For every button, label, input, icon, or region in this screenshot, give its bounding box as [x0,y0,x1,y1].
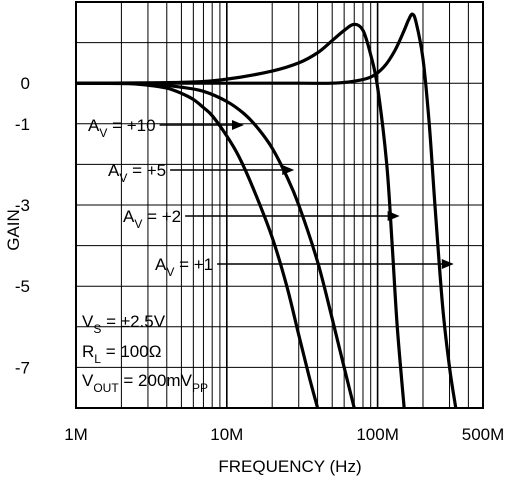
plot-frame [75,1,484,409]
y-axis-label: GAIN [4,209,23,251]
annotation-label: AV = +5 [108,161,166,185]
y-tick-label: -1 [15,115,30,134]
y-tick-label: 0 [21,74,30,93]
series-line-2 [75,81,356,409]
y-tick-label: -3 [15,196,30,215]
plot-border [75,1,484,409]
series-line-4 [76,12,458,409]
x-tick-label: 100M [356,425,399,444]
x-tick-label: 10M [210,425,243,444]
annotation-4: AV = +1 [155,255,454,279]
annotation-1: AV = +10 [88,116,244,140]
annotations: AV = +10 AV = +5 AV = +2 AV = +1 [88,116,454,279]
x-tick-label: 500M [462,425,505,444]
test-conditions: VS = ±2.5V RL = 100Ω VOUT = 200mVPP [82,312,208,395]
condition-line-1: VS = ±2.5V [82,312,166,336]
annotation-arrowhead [387,211,400,221]
y-tick-label: -7 [15,358,30,377]
condition-line-2: RL = 100Ω [82,342,161,366]
series-line-3 [75,22,406,409]
annotation-arrowhead [282,165,295,175]
condition-line-3: VOUT = 200mVPP [82,371,208,395]
x-axis-label: FREQUENCY (Hz) [218,457,361,476]
annotation-2: AV = +5 [108,161,295,185]
tick-labels: 1M 10M 100M 500M 0 -1 -3 -5 -7 [15,74,504,444]
y-tick-label: -5 [15,277,30,296]
x-tick-label: 1M [64,425,88,444]
annotation-label: AV = +10 [88,116,156,140]
annotation-arrowhead [441,259,454,269]
annotation-label: AV = +2 [123,207,181,231]
annotation-3: AV = +2 [123,207,400,231]
annotation-arrowhead [231,120,244,130]
annotation-label: AV = +1 [155,255,213,279]
